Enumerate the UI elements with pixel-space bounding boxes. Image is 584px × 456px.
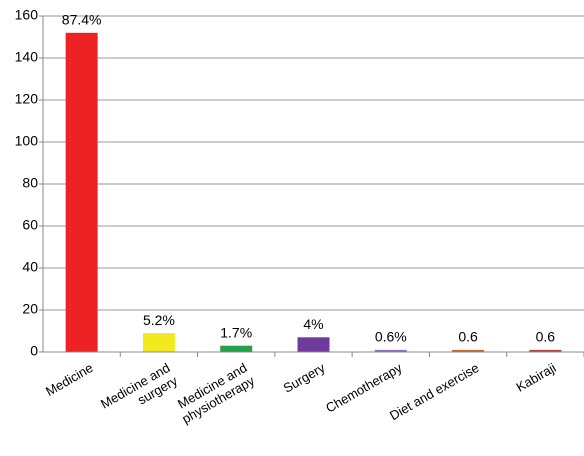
bar (374, 349, 407, 352)
y-tick-label: 20 (22, 301, 38, 317)
bar (297, 337, 330, 352)
bar-annotation: 0.6 (536, 329, 556, 345)
y-tick-label: 120 (15, 91, 39, 107)
y-tick-label: 80 (22, 175, 38, 191)
y-tick-label: 0 (30, 343, 38, 359)
bar (220, 345, 253, 352)
y-tick-label: 40 (22, 259, 38, 275)
y-tick-label: 160 (15, 7, 39, 23)
bar (65, 32, 98, 353)
bar-annotation: 4% (303, 316, 323, 332)
bar-annotation: 5.2% (143, 312, 175, 328)
bar (452, 349, 485, 352)
bar-annotation: 0.6% (375, 329, 407, 345)
bar-annotation: 1.7% (220, 324, 252, 340)
bar-annotation: 87.4% (62, 12, 102, 28)
bar (142, 333, 175, 352)
y-tick-label: 100 (15, 133, 39, 149)
y-tick-label: 60 (22, 217, 38, 233)
bar-annotation: 0.6 (458, 329, 478, 345)
bar (529, 349, 562, 352)
y-tick-label: 140 (15, 49, 39, 65)
